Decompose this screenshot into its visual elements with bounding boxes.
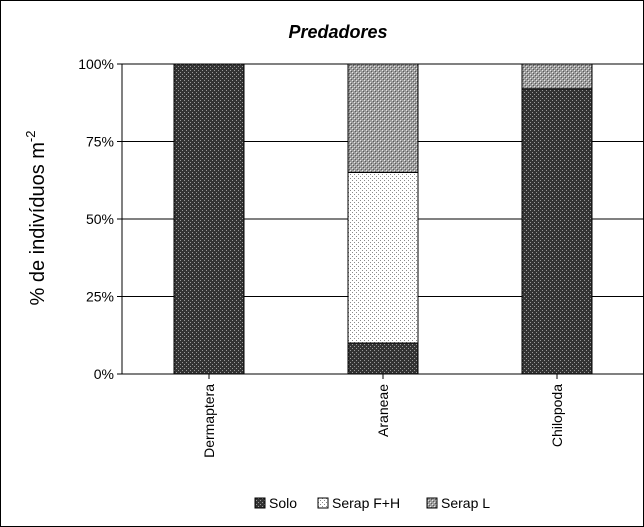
y-tick-label: 75% <box>86 134 114 150</box>
y-tick-label: 50% <box>86 211 114 227</box>
axes <box>117 64 644 375</box>
legend-swatch <box>317 497 329 509</box>
y-tick-label: 0% <box>94 366 114 382</box>
legend-swatch <box>426 497 438 509</box>
bar-segment <box>521 88 593 375</box>
legend-label: Serap L <box>441 495 490 511</box>
y-axis-label: % de indivíduos m-2 <box>23 131 49 306</box>
category-label: Araneae <box>375 384 391 437</box>
y-axis-label-text: % de indivíduos m <box>27 142 49 305</box>
y-tick-label: 100% <box>78 56 114 72</box>
legend-swatch <box>254 497 266 509</box>
bar-segment <box>347 342 419 375</box>
category-labels: Dermaptera Araneae Chilopoda <box>201 374 565 458</box>
bar-segment <box>521 63 593 90</box>
chart-title: Predadores <box>288 22 387 42</box>
category-label: Dermaptera <box>201 384 217 458</box>
bar-segment <box>347 63 419 173</box>
y-tick-label: 25% <box>86 289 114 305</box>
legend: Solo Serap F+H Serap L <box>254 495 490 511</box>
y-axis-label-superscript: -2 <box>23 131 38 143</box>
bar-segment <box>173 63 245 375</box>
y-axis-ticks: 0% 25% 50% 75% 100% <box>78 56 122 382</box>
legend-label: Serap F+H <box>332 495 400 511</box>
legend-label: Solo <box>269 495 297 511</box>
category-label: Chilopoda <box>549 384 565 447</box>
bar-segment <box>347 172 419 344</box>
bars <box>173 63 593 375</box>
